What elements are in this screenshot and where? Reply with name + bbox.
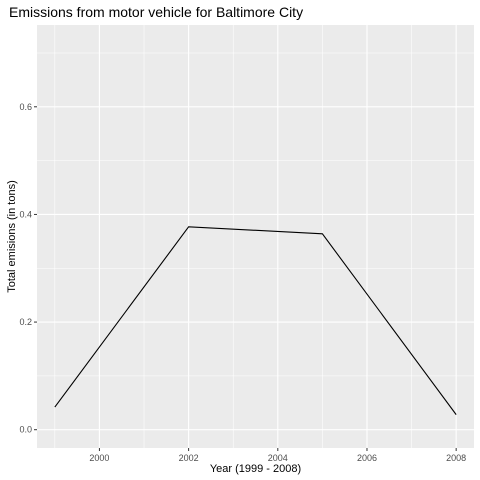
y-tick-label: 0.6 <box>19 102 32 112</box>
chart-title: Emissions from motor vehicle for Baltimo… <box>9 4 303 20</box>
plot-panel <box>37 25 474 448</box>
y-tick-label: 0.2 <box>19 317 32 327</box>
x-axis: 2000 2002 2004 2006 2008 <box>89 448 466 463</box>
x-tick-label: 2004 <box>268 453 288 463</box>
x-tick-label: 2006 <box>357 453 377 463</box>
major-gridlines <box>37 25 474 448</box>
series-group <box>54 226 457 415</box>
x-tick-label: 2000 <box>89 453 109 463</box>
y-tick-label: 0.0 <box>19 425 32 435</box>
x-axis-title: Year (1999 - 2008) <box>210 463 301 475</box>
series-line <box>54 226 457 415</box>
y-axis-title: Total emisions (in tons) <box>6 180 18 293</box>
x-tick-label: 2002 <box>179 453 199 463</box>
y-axis: 0.0 0.2 0.4 0.6 <box>19 102 37 435</box>
x-tick-label: 2008 <box>446 453 466 463</box>
minor-gridlines <box>37 25 474 448</box>
y-tick-label: 0.4 <box>19 209 32 219</box>
